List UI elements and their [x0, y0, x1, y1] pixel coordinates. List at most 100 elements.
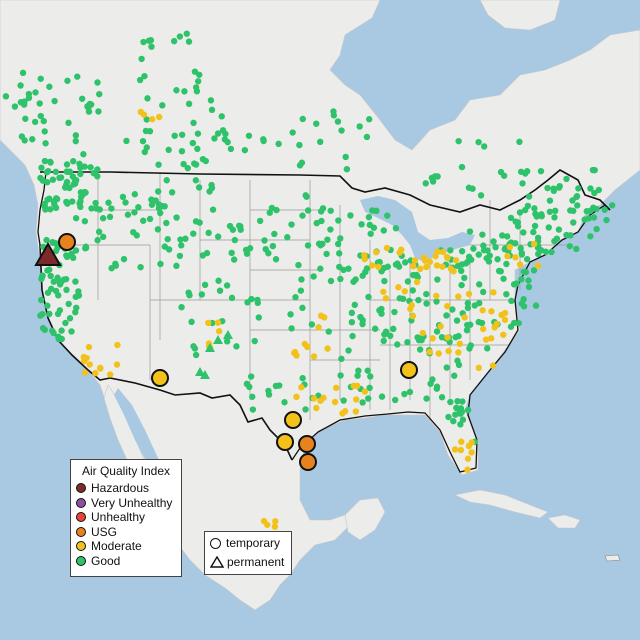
monitor-point	[461, 314, 468, 321]
monitor-point	[85, 343, 93, 351]
monitor-point	[567, 207, 574, 214]
monitor-point	[593, 225, 600, 233]
temporary-monitor	[151, 369, 169, 387]
monitor-point	[192, 218, 200, 225]
monitor-point	[44, 167, 52, 175]
monitor-point	[461, 274, 468, 282]
monitor-point	[32, 89, 39, 96]
monitor-point	[409, 312, 417, 320]
monitor-point	[164, 235, 171, 243]
monitor-point	[476, 281, 483, 288]
monitor-point	[433, 383, 441, 390]
monitor-point	[516, 261, 524, 268]
monitor-point	[456, 340, 463, 348]
monitor-point	[299, 304, 306, 312]
monitor-point	[398, 246, 405, 253]
monitor-point	[573, 245, 580, 253]
aqi-legend: Air Quality Index Hazardous Very Unhealt…	[70, 459, 182, 577]
monitor-point	[516, 138, 523, 146]
monitor-point	[2, 93, 10, 100]
monitor-point	[296, 162, 304, 169]
monitor-point	[188, 318, 195, 326]
monitor-point	[108, 205, 115, 212]
monitor-point	[340, 397, 347, 404]
monitor-point	[108, 264, 115, 272]
monitor-point	[62, 319, 69, 327]
monitor-point	[87, 164, 94, 171]
monitor-point	[181, 88, 188, 95]
monitor-point	[106, 213, 114, 221]
monitor-point	[289, 129, 296, 136]
monitor-point	[138, 55, 145, 63]
monitor-point	[521, 206, 529, 214]
monitor-point	[434, 276, 441, 283]
legend-label: Good	[91, 553, 121, 568]
monitor-point	[81, 163, 88, 170]
monitor-point	[146, 128, 154, 135]
monitor-point	[391, 396, 399, 404]
large-markers	[34, 233, 418, 471]
monitor-point	[351, 301, 358, 309]
monitor-point	[406, 388, 414, 396]
monitor-point	[439, 248, 447, 256]
monitor-point	[365, 293, 372, 301]
monitor-point	[363, 133, 371, 141]
monitor-point	[56, 281, 64, 288]
monitor-point	[563, 175, 570, 183]
monitor-point	[409, 287, 416, 294]
monitor-point	[85, 108, 93, 115]
yucatan	[344, 497, 386, 541]
monitor-point	[522, 269, 530, 276]
monitor-point	[47, 206, 54, 213]
monitor-point	[482, 336, 490, 343]
monitor-point	[287, 311, 294, 318]
monitor-point	[488, 308, 495, 315]
monitor-point	[281, 399, 288, 406]
monitor-point	[345, 347, 352, 354]
monitor-point	[361, 388, 369, 395]
monitor-point	[140, 38, 147, 46]
monitor-point	[343, 165, 351, 173]
monitor-point	[211, 135, 218, 142]
monitor-point	[458, 267, 465, 275]
monitor-point	[317, 208, 325, 215]
monitor-point	[80, 151, 87, 158]
hispaniola	[547, 514, 581, 529]
monitor-point	[422, 180, 429, 187]
monitor-point	[382, 328, 390, 335]
monitor-point	[310, 273, 317, 280]
monitor-point	[176, 252, 184, 260]
monitor-point	[293, 352, 300, 359]
monitor-point	[416, 346, 424, 353]
monitor-point	[501, 316, 509, 324]
monitor-point	[458, 248, 466, 255]
monitor-point	[478, 319, 486, 327]
monitor-point	[178, 147, 186, 155]
monitor-point	[113, 361, 121, 368]
monitor-point	[60, 276, 68, 283]
good-swatch	[76, 555, 86, 566]
monitor-point	[439, 263, 446, 270]
usg-swatch	[76, 526, 86, 537]
monitor-point	[269, 242, 277, 250]
monitor-point	[52, 168, 60, 176]
monitor-point	[157, 260, 164, 268]
legend-label: USG	[91, 524, 118, 539]
monitor-point	[590, 204, 597, 211]
monitor-point	[202, 157, 210, 165]
monitor-point	[77, 198, 84, 205]
monitor-point	[105, 199, 112, 206]
monitor-point	[92, 369, 99, 377]
monitor-point	[95, 228, 103, 235]
monitor-point	[254, 296, 261, 304]
monitor-point	[342, 153, 349, 161]
monitor-point	[522, 170, 529, 177]
monitor-point	[531, 205, 538, 212]
monitor-point	[475, 364, 483, 372]
monitor-point	[443, 253, 451, 261]
monitor-point	[569, 197, 576, 204]
monitor-point	[178, 303, 185, 311]
monitor-point	[173, 87, 180, 94]
monitor-point	[77, 203, 84, 211]
monitor-point	[347, 212, 354, 219]
